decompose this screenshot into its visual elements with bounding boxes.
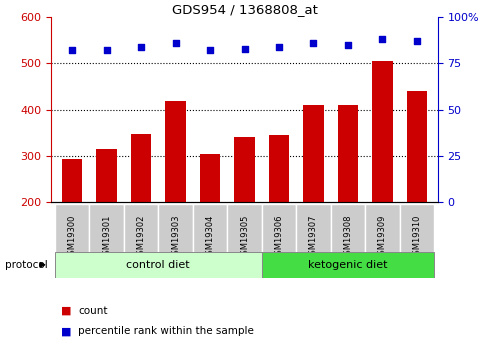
Text: count: count: [78, 306, 107, 315]
Text: GSM19302: GSM19302: [136, 215, 145, 260]
Bar: [330, 204, 365, 271]
Bar: [234, 137, 254, 294]
Point: [412, 39, 420, 44]
Text: GSM19303: GSM19303: [171, 215, 180, 260]
Bar: [296, 204, 330, 271]
Point: [378, 37, 386, 42]
Bar: [55, 204, 89, 271]
Point: [275, 44, 283, 50]
Point: [205, 48, 213, 53]
Title: GDS954 / 1368808_at: GDS954 / 1368808_at: [171, 3, 317, 16]
Point: [171, 40, 179, 46]
Bar: [165, 101, 185, 294]
Point: [240, 46, 248, 51]
Point: [68, 48, 76, 53]
Text: ■: ■: [61, 306, 71, 315]
Text: GSM19307: GSM19307: [308, 215, 317, 260]
Text: GSM19306: GSM19306: [274, 215, 283, 260]
Bar: [123, 204, 158, 271]
Point: [309, 40, 317, 46]
Bar: [261, 204, 296, 271]
Text: GSM19310: GSM19310: [411, 215, 421, 260]
Text: GSM19309: GSM19309: [377, 215, 386, 260]
Bar: [365, 204, 399, 271]
Bar: [96, 149, 117, 294]
Bar: [371, 61, 392, 294]
Text: percentile rank within the sample: percentile rank within the sample: [78, 326, 254, 336]
Bar: [399, 204, 433, 271]
Text: GSM19305: GSM19305: [240, 215, 248, 260]
Bar: [61, 159, 82, 294]
Text: control diet: control diet: [126, 260, 190, 270]
Bar: [199, 154, 220, 294]
Bar: [158, 204, 192, 271]
Text: GSM19304: GSM19304: [205, 215, 214, 260]
Bar: [192, 204, 227, 271]
Bar: [261, 252, 433, 278]
Bar: [55, 252, 261, 278]
Text: GSM19308: GSM19308: [343, 215, 352, 260]
Bar: [130, 134, 151, 294]
Text: ■: ■: [61, 326, 71, 336]
Bar: [227, 204, 261, 271]
Bar: [268, 135, 289, 294]
Bar: [337, 105, 358, 294]
Point: [102, 48, 110, 53]
Text: ketogenic diet: ketogenic diet: [307, 260, 387, 270]
Text: protocol: protocol: [5, 260, 47, 270]
Text: GSM19300: GSM19300: [67, 215, 77, 260]
Point: [137, 44, 144, 50]
Text: GSM19301: GSM19301: [102, 215, 111, 260]
Bar: [406, 91, 427, 294]
Bar: [89, 204, 123, 271]
Point: [344, 42, 351, 48]
Bar: [303, 105, 323, 294]
